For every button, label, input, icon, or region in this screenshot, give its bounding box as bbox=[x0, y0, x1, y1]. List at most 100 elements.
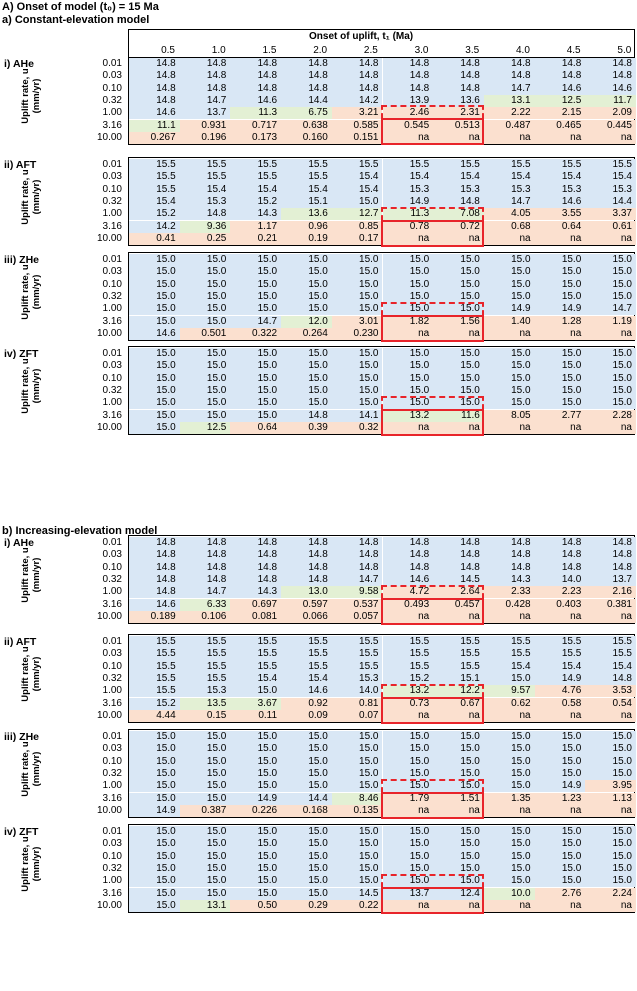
table-cell: 0.61 bbox=[585, 220, 636, 233]
table-cell: 14.0 bbox=[534, 573, 586, 587]
table-cell: 15.0 bbox=[483, 850, 535, 863]
table-cell: 15.0 bbox=[534, 767, 586, 781]
table-cell: 2.77 bbox=[534, 409, 586, 422]
table-cell: 15.0 bbox=[179, 743, 231, 756]
table-cell: 0.387 bbox=[179, 804, 231, 818]
table-cell: 14.8 bbox=[382, 549, 434, 562]
y-axis-title: Uplift rate, u (mm/yr) bbox=[20, 169, 42, 225]
table-cell: 15.0 bbox=[433, 838, 484, 851]
table-cell: 0.29 bbox=[281, 899, 332, 913]
table-cell: 14.8 bbox=[433, 82, 484, 95]
y-axis-title: Uplift rate, u (mm/yr) bbox=[20, 68, 42, 124]
table-cell: 9.36 bbox=[179, 220, 231, 233]
table-cell: 15.0 bbox=[534, 397, 586, 410]
table-cell: 14.8 bbox=[230, 82, 282, 95]
table-cell: 14.8 bbox=[281, 537, 332, 550]
table-cell: 15.0 bbox=[281, 397, 332, 410]
panel-label: ii) AFT bbox=[4, 636, 37, 648]
table-cell: 15.0 bbox=[483, 278, 535, 291]
table-cell: 15.0 bbox=[534, 384, 586, 398]
table-cell: 14.6 bbox=[534, 195, 586, 209]
column-header-label: 4.5 bbox=[566, 45, 581, 56]
table-cell: 14.8 bbox=[585, 58, 636, 71]
table-cell: 15.4 bbox=[179, 183, 231, 196]
table-cell: 0.545 bbox=[382, 119, 434, 132]
table-cell: 12.7 bbox=[331, 208, 383, 221]
table-cell: 15.0 bbox=[382, 862, 434, 876]
table-cell: 0.15 bbox=[179, 709, 231, 723]
table-cell: 2.46 bbox=[382, 107, 434, 120]
row-label: 1.00 bbox=[102, 303, 122, 315]
table-cell: na bbox=[585, 327, 636, 341]
table-cell: 15.0 bbox=[382, 303, 434, 316]
data-grid: 14.8 14.8 14.8 14.8 14.8 14.8 14.8 14.8 14.8 14.8… bbox=[128, 57, 636, 146]
table-cell: 15.0 bbox=[281, 887, 332, 900]
row-label: 3.16 bbox=[102, 409, 122, 421]
table-cell: 14.8 bbox=[483, 70, 535, 83]
table-cell: 15.0 bbox=[129, 290, 180, 304]
column-header-label: 0.5 bbox=[161, 45, 175, 56]
table-cell: 3.67 bbox=[230, 697, 282, 710]
table-cell: 15.0 bbox=[331, 195, 383, 209]
table-cell: 15.5 bbox=[129, 159, 180, 172]
table-cell: 14.8 bbox=[179, 561, 231, 574]
table-cell: 15.5 bbox=[585, 636, 636, 649]
table-cell: 15.5 bbox=[129, 648, 180, 661]
table-cell: na bbox=[433, 232, 484, 246]
table-cell: 15.0 bbox=[585, 254, 636, 267]
table-cell: 14.8 bbox=[433, 195, 484, 209]
table-cell: 15.0 bbox=[585, 266, 636, 279]
row-label: 0.10 bbox=[102, 755, 122, 767]
row-label: 0.10 bbox=[102, 278, 122, 290]
row-label: 3.16 bbox=[102, 598, 122, 610]
row-label: 1.00 bbox=[102, 397, 122, 409]
table-cell: 4.72 bbox=[382, 586, 434, 599]
table-cell: 15.0 bbox=[129, 372, 180, 385]
row-label: 10.00 bbox=[96, 804, 122, 816]
table-cell: 0.78 bbox=[382, 220, 434, 233]
table-cell: 0.58 bbox=[534, 697, 586, 710]
table-cell: 15.0 bbox=[534, 838, 586, 851]
table-cell: 15.1 bbox=[433, 672, 484, 686]
data-grid: 14.8 14.8 14.8 14.8 14.8 14.8 14.8 14.8 14.8 14.8… bbox=[128, 535, 636, 625]
x-axis-title: Onset of uplift, t₁ (Ma) bbox=[309, 31, 414, 42]
table-cell: na bbox=[534, 709, 586, 723]
table-cell: 0.189 bbox=[129, 610, 180, 624]
table-cell: 15.0 bbox=[483, 875, 535, 888]
table-cell: 8.46 bbox=[331, 792, 383, 805]
table-cell: 15.0 bbox=[179, 887, 231, 900]
table-cell: 15.0 bbox=[129, 862, 180, 876]
table-cell: 2.64 bbox=[433, 586, 484, 599]
table-cell: na bbox=[585, 804, 636, 818]
table-cell: 15.0 bbox=[179, 838, 231, 851]
table-cell: na bbox=[534, 327, 586, 341]
table-cell: 15.0 bbox=[331, 780, 383, 793]
row-label: 1.00 bbox=[102, 107, 122, 119]
panel-label: i) AHe bbox=[4, 537, 34, 549]
table-cell: 14.8 bbox=[129, 573, 180, 587]
table-cell: 14.8 bbox=[534, 537, 586, 550]
table-cell: 14.8 bbox=[585, 70, 636, 83]
table-cell: 15.5 bbox=[433, 159, 484, 172]
table-cell: 15.0 bbox=[483, 731, 535, 744]
table-cell: 3.21 bbox=[331, 107, 383, 120]
table-cell: 14.6 bbox=[129, 327, 180, 341]
table-cell: 0.32 bbox=[331, 421, 383, 435]
table-cell: 15.0 bbox=[129, 348, 180, 361]
table-cell: 15.0 bbox=[331, 767, 383, 781]
table-cell: 0.173 bbox=[230, 131, 282, 145]
table-cell: 15.0 bbox=[230, 862, 282, 876]
panel: iii) ZHe Uplift rate, u (mm/yr) 15.0 15.0 15… bbox=[0, 252, 637, 343]
table-cell: 15.0 bbox=[331, 731, 383, 744]
table-cell: 15.0 bbox=[382, 731, 434, 744]
row-label: 0.03 bbox=[102, 266, 122, 278]
row-label: 10.00 bbox=[96, 232, 122, 244]
table-cell: 15.0 bbox=[483, 384, 535, 398]
table-cell: 1.28 bbox=[534, 315, 586, 328]
table-cell: 13.6 bbox=[281, 208, 332, 221]
data-grid: 15.0 15.0 15.0 15.0 15.0 15.0 15.0 15.0 15.0 15.0… bbox=[128, 252, 636, 342]
table-cell: 15.0 bbox=[534, 278, 586, 291]
table-cell: 3.37 bbox=[585, 208, 636, 221]
table-cell: 14.5 bbox=[433, 573, 484, 587]
table-cell: 15.0 bbox=[331, 360, 383, 373]
